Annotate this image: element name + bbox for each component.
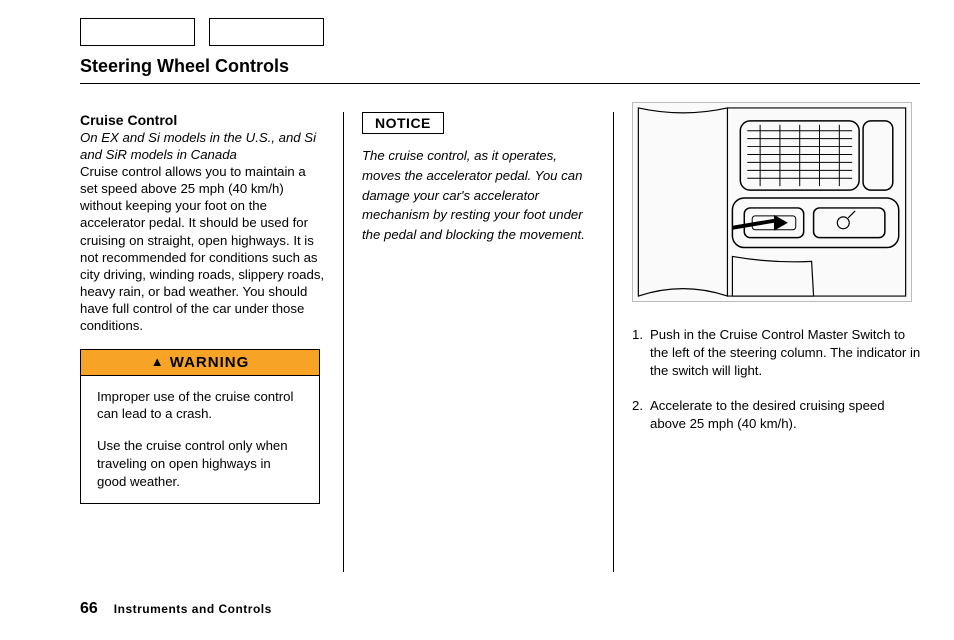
step-2-number: 2. <box>632 397 650 433</box>
step-1-text: Push in the Cruise Control Master Switch… <box>650 326 923 379</box>
step-1: 1. Push in the Cruise Control Master Swi… <box>632 326 923 379</box>
header-placeholder-boxes <box>80 18 924 46</box>
page-title: Steering Wheel Controls <box>80 56 924 77</box>
warning-header: ▲ WARNING <box>81 350 319 376</box>
warning-triangle-icon: ▲ <box>151 354 165 369</box>
instruction-steps: 1. Push in the Cruise Control Master Swi… <box>632 326 923 433</box>
warning-body: Improper use of the cruise control can l… <box>81 376 319 503</box>
step-2-text: Accelerate to the desired cruising speed… <box>650 397 923 433</box>
step-1-number: 1. <box>632 326 650 379</box>
title-rule <box>80 83 920 84</box>
notice-label-box: NOTICE <box>362 112 444 134</box>
cruise-control-heading: Cruise Control <box>80 112 325 128</box>
section-name: Instruments and Controls <box>114 602 272 616</box>
model-applicability-note: On EX and Si models in the U.S., and Si … <box>80 130 325 163</box>
warning-text-1: Improper use of the cruise control can l… <box>97 388 303 424</box>
notice-text: The cruise control, as it operates, move… <box>362 146 595 245</box>
cruise-control-description: Cruise control allows you to maintain a … <box>80 163 325 335</box>
column-3: 1. Push in the Cruise Control Master Swi… <box>613 112 923 572</box>
dashboard-svg <box>633 103 911 301</box>
warning-callout: ▲ WARNING Improper use of the cruise con… <box>80 349 320 504</box>
page-number: 66 <box>80 600 98 618</box>
content-columns: Cruise Control On EX and Si models in th… <box>80 112 924 572</box>
warning-label: WARNING <box>170 354 250 371</box>
placeholder-box-2 <box>209 18 324 46</box>
placeholder-box-1 <box>80 18 195 46</box>
step-2: 2. Accelerate to the desired cruising sp… <box>632 397 923 433</box>
page-footer: 66 Instruments and Controls <box>80 600 272 618</box>
dashboard-illustration <box>632 102 912 302</box>
column-2: NOTICE The cruise control, as it operate… <box>343 112 613 572</box>
column-1: Cruise Control On EX and Si models in th… <box>80 112 343 572</box>
manual-page: Steering Wheel Controls Cruise Control O… <box>0 0 954 640</box>
warning-text-2: Use the cruise control only when traveli… <box>97 437 303 490</box>
